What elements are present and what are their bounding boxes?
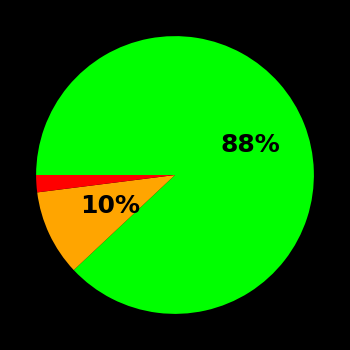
Wedge shape — [36, 36, 314, 314]
Text: 10%: 10% — [80, 194, 140, 218]
Wedge shape — [36, 175, 175, 192]
Text: 88%: 88% — [220, 133, 280, 158]
Wedge shape — [37, 175, 175, 270]
